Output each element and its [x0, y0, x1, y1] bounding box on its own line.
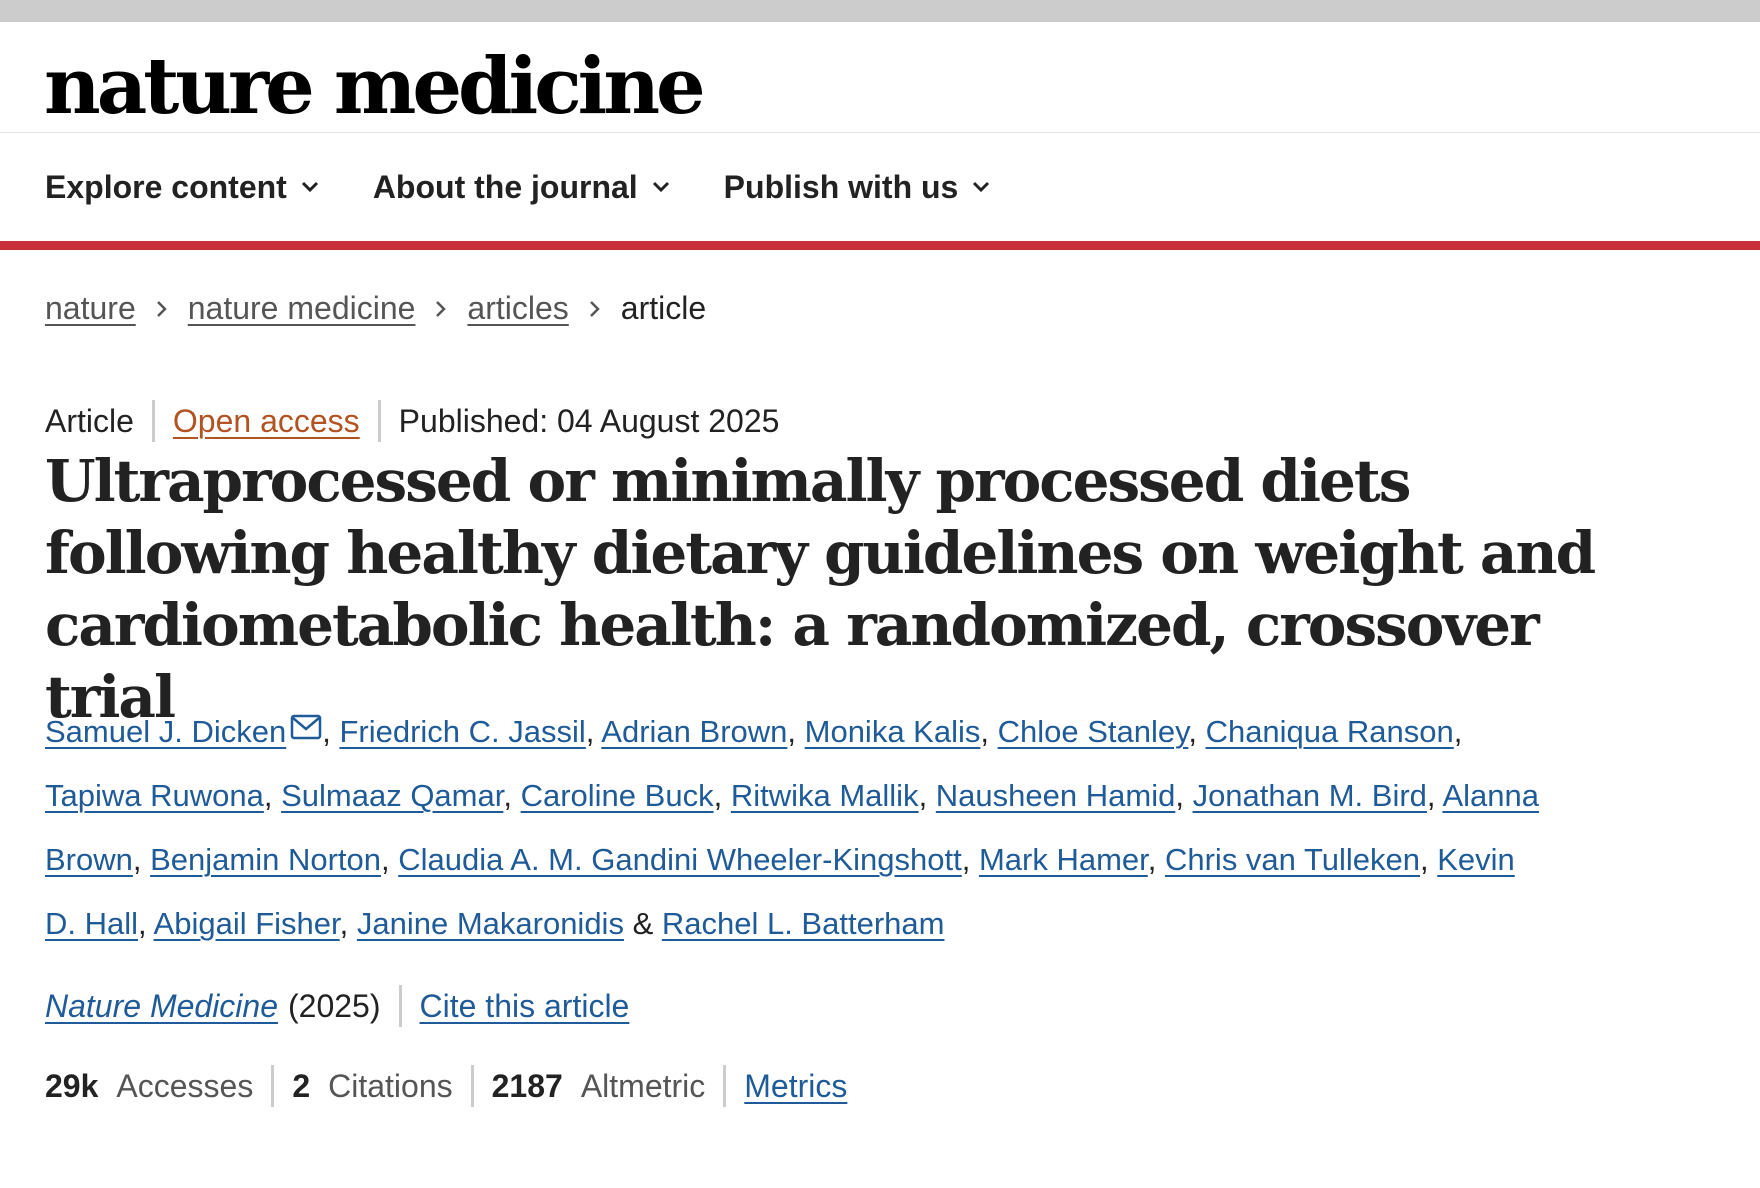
- article-title: Ultraprocessed or minimally processed di…: [45, 447, 1596, 731]
- chevron-down-icon: [973, 181, 990, 193]
- author-link[interactable]: Chris van Tulleken: [1164, 842, 1420, 877]
- chevron-right-icon: [436, 300, 447, 317]
- published-date: Published: 04 August 2025: [398, 402, 780, 439]
- main-nav: Explore content About the journal Publis…: [0, 133, 1760, 250]
- author-link[interactable]: Alanna Brown: [45, 778, 1539, 877]
- nav-label: Publish with us: [723, 168, 959, 205]
- journal-name-link[interactable]: Nature Medicine: [45, 987, 278, 1024]
- author-link[interactable]: Chloe Stanley: [997, 714, 1189, 749]
- open-access-link[interactable]: Open access: [172, 402, 360, 439]
- nav-explore-content[interactable]: Explore content: [45, 169, 319, 206]
- divider: [377, 400, 381, 442]
- altmetric-label: Altmetric: [580, 1067, 706, 1104]
- chevron-down-icon: [652, 181, 669, 193]
- author-link[interactable]: Monika Kalis: [804, 714, 981, 749]
- author-link[interactable]: Claudia A. M. Gandini Wheeler-Kingshott: [398, 842, 962, 877]
- chevron-right-icon: [589, 300, 600, 317]
- breadcrumb-nature-medicine[interactable]: nature medicine: [187, 290, 416, 326]
- chevron-down-icon: [301, 181, 318, 193]
- divider: [723, 1065, 727, 1107]
- nav-label: About the journal: [372, 168, 638, 205]
- journal-logo[interactable]: nature medicine: [44, 41, 706, 132]
- mail-icon[interactable]: [290, 714, 322, 740]
- metrics-link[interactable]: Metrics: [744, 1067, 848, 1104]
- author-link[interactable]: Tapiwa Ruwona: [45, 778, 264, 813]
- author-link[interactable]: Mark Hamer: [978, 842, 1148, 877]
- altmetric-score: 2187: [491, 1067, 563, 1104]
- citations-count: 2: [292, 1067, 311, 1104]
- author-link[interactable]: Caroline Buck: [520, 778, 714, 813]
- author-link[interactable]: Samuel J. Dicken: [45, 714, 287, 749]
- citations-label: Citations: [328, 1067, 453, 1104]
- author-link[interactable]: Benjamin Norton: [150, 842, 382, 877]
- citation-line: Nature Medicine (2025) Cite this article: [45, 985, 629, 1027]
- accesses-count: 29k: [45, 1067, 99, 1104]
- author-link[interactable]: Friedrich C. Jassil: [339, 714, 586, 749]
- divider: [271, 1065, 275, 1107]
- masthead: nature medicine: [0, 22, 1760, 133]
- nav-publish-with-us[interactable]: Publish with us: [724, 169, 991, 206]
- article-metrics: 29k Accesses 2 Citations 2187 Altmetric …: [45, 1065, 847, 1107]
- divider: [151, 400, 155, 442]
- nav-about-journal[interactable]: About the journal: [373, 169, 670, 206]
- accesses-label: Accesses: [116, 1067, 254, 1104]
- author-link[interactable]: Sulmaaz Qamar: [281, 778, 504, 813]
- divider: [470, 1065, 474, 1107]
- nav-label: Explore content: [45, 168, 287, 205]
- author-link[interactable]: Jonathan M. Bird: [1192, 778, 1427, 813]
- chevron-right-icon: [156, 300, 167, 317]
- author-link[interactable]: Chaniqua Ranson: [1205, 714, 1454, 749]
- breadcrumb-articles[interactable]: articles: [467, 290, 569, 326]
- breadcrumb: nature nature medicine articles article: [45, 290, 706, 327]
- author-link[interactable]: Adrian Brown: [601, 714, 788, 749]
- publication-year: (2025): [288, 987, 381, 1024]
- author-link[interactable]: Rachel L. Batterham: [661, 906, 945, 941]
- article-meta: Article Open access Published: 04 August…: [45, 400, 779, 442]
- author-link[interactable]: Abigail Fisher: [153, 906, 340, 941]
- author-link[interactable]: Kevin D. Hall: [45, 842, 1515, 941]
- divider: [398, 985, 402, 1027]
- article-type: Article: [45, 402, 134, 439]
- author-link[interactable]: Janine Makaronidis: [356, 906, 624, 941]
- author-link[interactable]: Ritwika Mallik: [730, 778, 919, 813]
- author-list: Samuel J. Dicken, Friedrich C. Jassil, A…: [45, 714, 1539, 941]
- browser-top-strip: [0, 0, 1760, 22]
- author-link[interactable]: Nausheen Hamid: [935, 778, 1176, 813]
- breadcrumb-current: article: [620, 290, 707, 326]
- cite-this-article-link[interactable]: Cite this article: [419, 987, 630, 1024]
- breadcrumb-nature[interactable]: nature: [45, 290, 136, 326]
